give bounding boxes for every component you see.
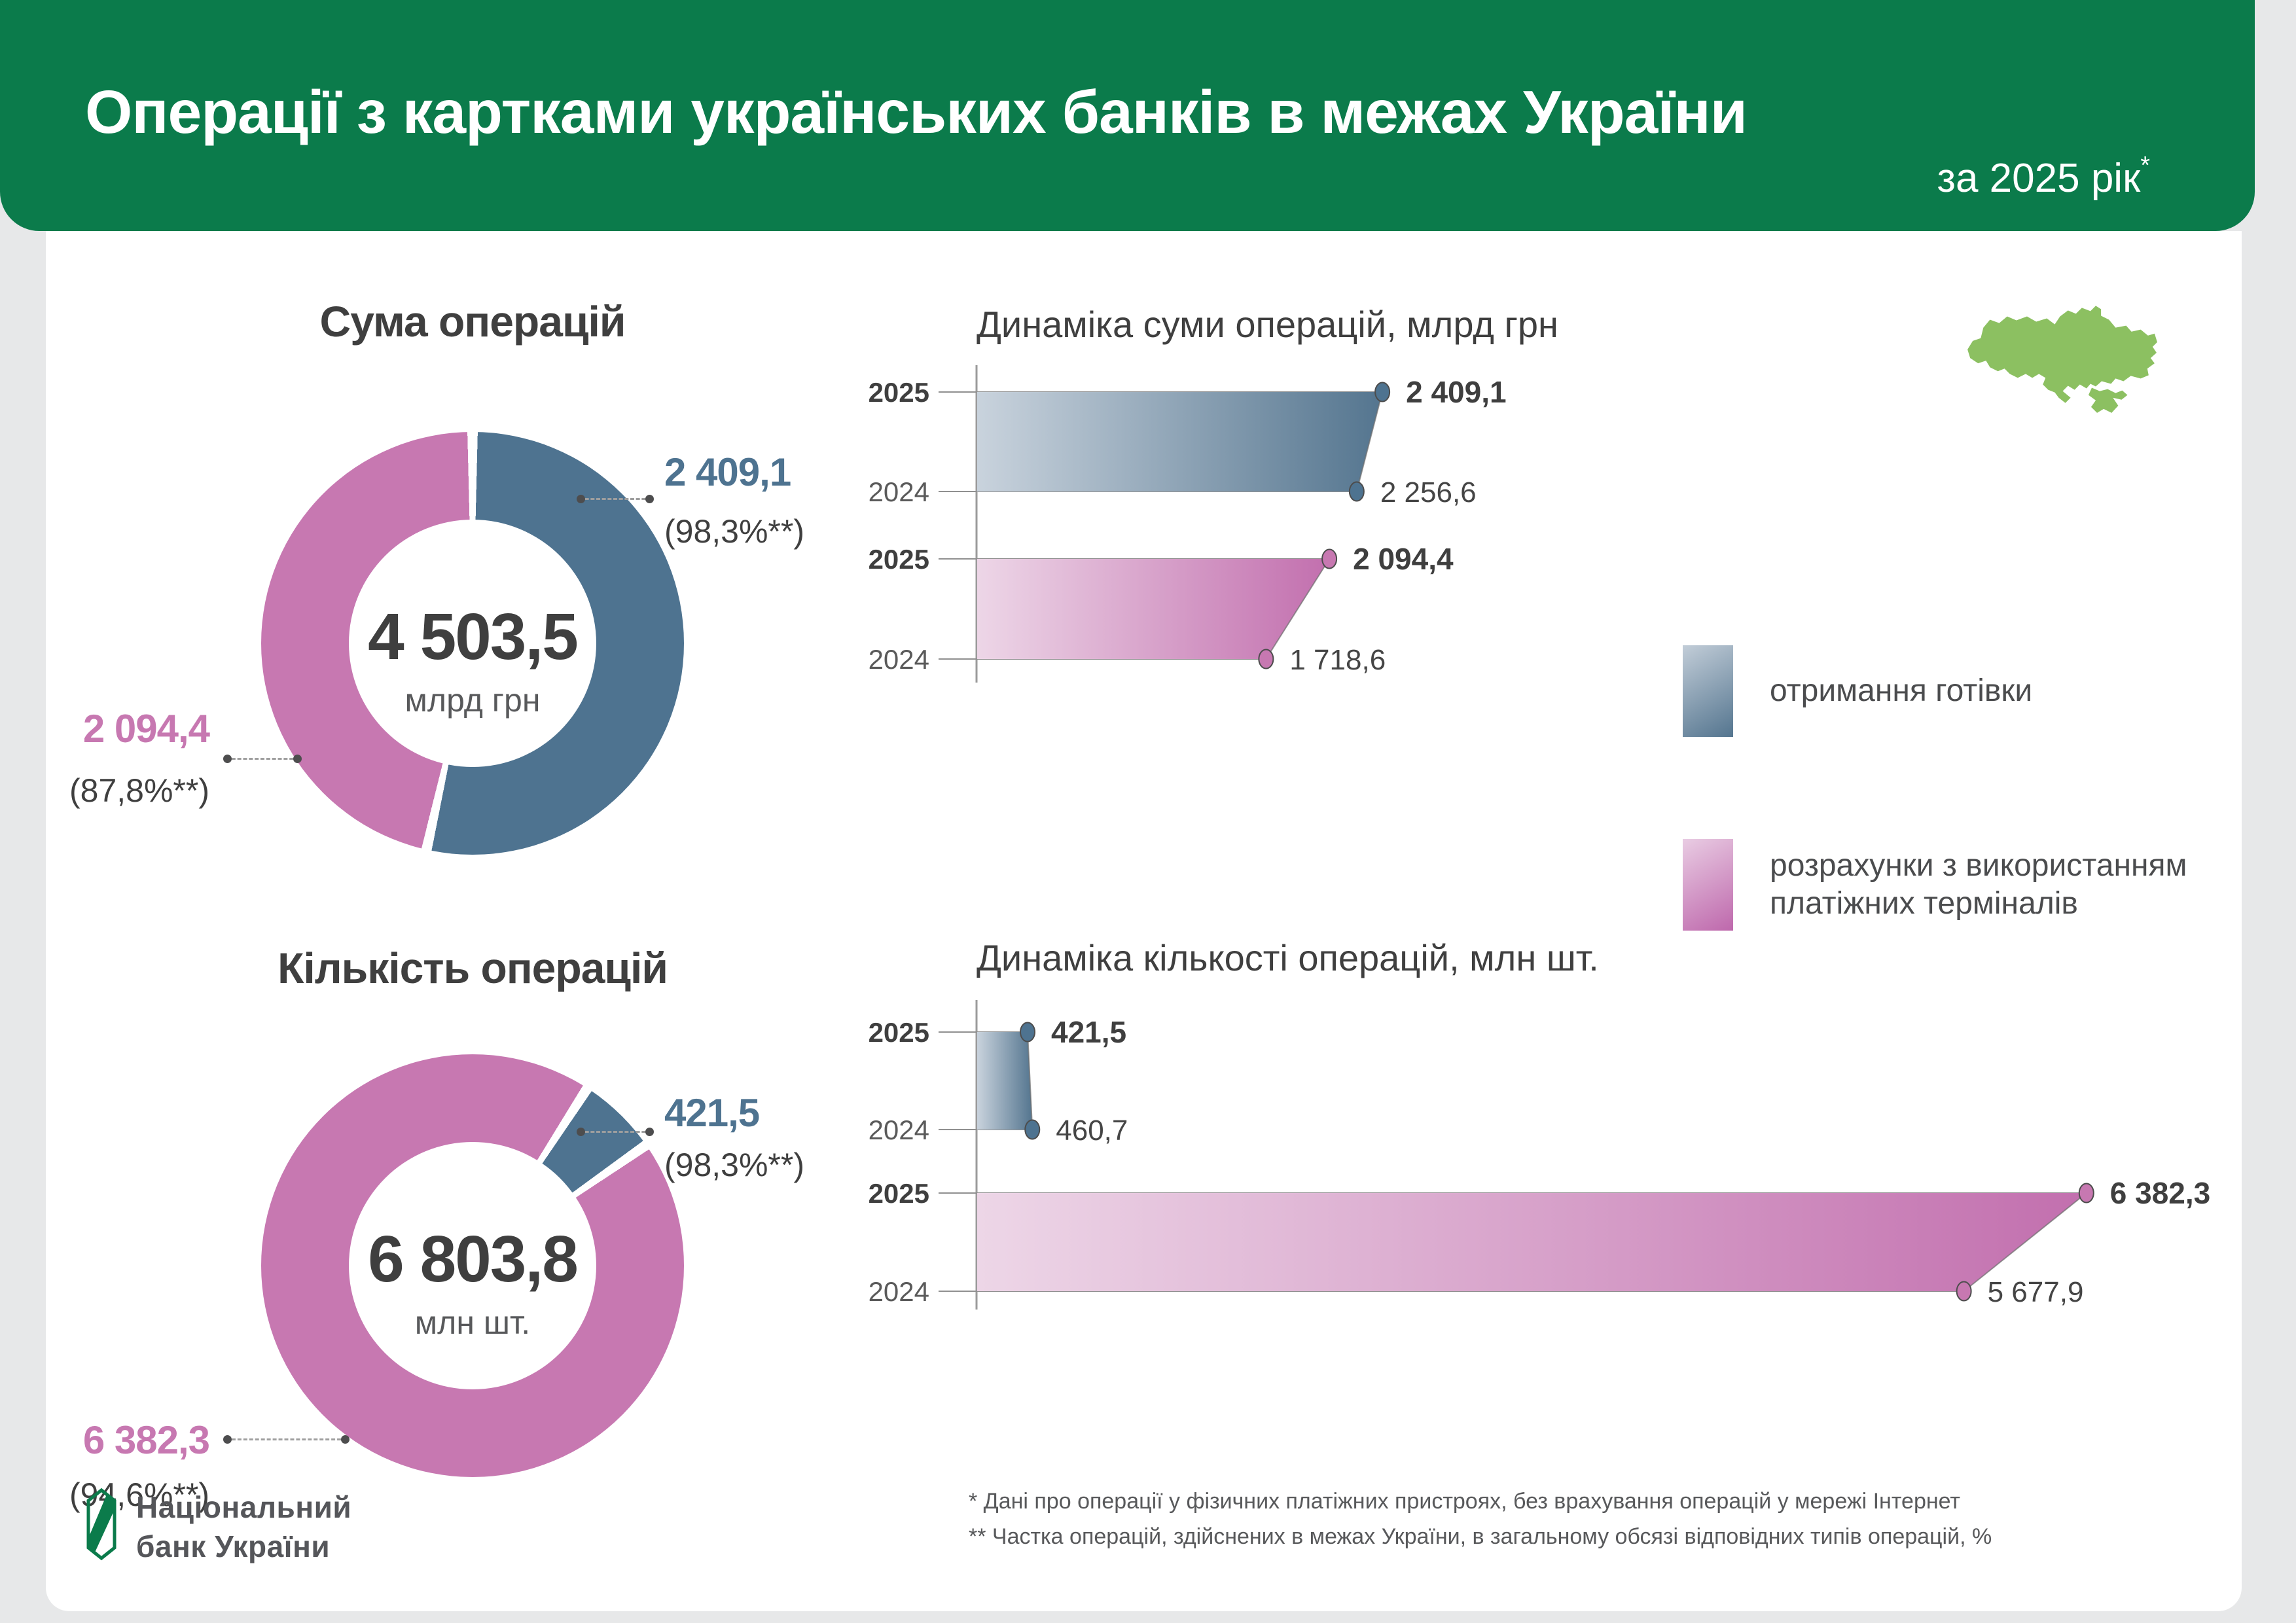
section-title-count: Кількість операцій	[278, 944, 668, 992]
donut-chart-sum: 4 503,5 млрд грн	[261, 432, 684, 855]
donut-count-center: 6 803,8 млн шт.	[349, 1158, 596, 1405]
page-title: Операції з картками українських банків в…	[85, 78, 1748, 146]
chart-title-sum-dynamics: Динаміка суми операцій, млрд грн	[977, 304, 1558, 345]
donut-count-cash-value: 421,5	[664, 1091, 760, 1135]
svg-text:1 718,6: 1 718,6	[1289, 644, 1386, 676]
report-period-text: за 2025 рік	[1937, 156, 2141, 201]
svg-text:2025: 2025	[869, 544, 929, 575]
footnote-1: * Дані про операції у фізичних платіжних…	[969, 1489, 1960, 1514]
donut-sum-cash-value: 2 409,1	[664, 450, 791, 494]
donut-count-pos-share: (94,6%**)	[69, 1476, 209, 1513]
svg-text:5 677,9: 5 677,9	[1988, 1276, 2084, 1308]
nbu-logo-line1: Національний	[136, 1490, 352, 1524]
svg-text:6 382,3: 6 382,3	[2110, 1176, 2210, 1210]
donut-count-unit: млн шт.	[414, 1304, 531, 1341]
donut-count-cash-share: (98,3%**)	[664, 1147, 804, 1183]
nbu-logo: Національний банк України	[85, 1488, 351, 1566]
svg-text:2025: 2025	[869, 377, 929, 408]
leader-line-icon	[577, 1128, 654, 1136]
donut-sum-cash-share: (98,3%**)	[664, 513, 804, 550]
svg-text:2024: 2024	[869, 476, 929, 507]
donut-count-total: 6 803,8	[368, 1222, 579, 1296]
svg-text:2024: 2024	[869, 1115, 929, 1145]
svg-text:2 256,6: 2 256,6	[1380, 476, 1477, 508]
svg-text:2024: 2024	[869, 1276, 929, 1307]
leader-line-icon	[223, 1435, 350, 1444]
legend-swatch-cash-icon	[1683, 645, 1733, 737]
section-title-sum: Сума операцій	[319, 297, 626, 346]
legend-item-pos: розрахунки з використанням платіжних тер…	[1683, 839, 2242, 931]
funnel-chart-sum-dynamics: 2 409,1 2 256,6 2025 2024 2 094,4 1 718,6 2025…	[869, 365, 1507, 683]
nbu-emblem-icon	[86, 1488, 117, 1561]
legend-swatch-pos-icon	[1683, 839, 1733, 931]
donut-sum-total: 4 503,5	[368, 599, 579, 673]
header-banner: Операції з картками українських банків в…	[0, 0, 2255, 231]
donut-sum-pos-share: (87,8%**)	[69, 772, 209, 809]
svg-text:2 409,1: 2 409,1	[1406, 375, 1506, 409]
svg-text:2025: 2025	[869, 1017, 929, 1048]
nbu-logo-text: Національний банк України	[136, 1488, 351, 1566]
legend-item-cash: отримання готівки	[1683, 645, 2032, 737]
footnote-mark: *	[2140, 152, 2150, 179]
svg-text:421,5: 421,5	[1051, 1015, 1126, 1049]
donut-count-pos-value: 6 382,3	[82, 1418, 210, 1462]
legend-label-pos: розрахунки з використанням платіжних тер…	[1770, 848, 2187, 921]
donut-chart-count: 6 803,8 млн шт.	[261, 1054, 684, 1477]
nbu-logo-line2: банк України	[136, 1529, 331, 1563]
leader-line-icon	[577, 495, 654, 503]
svg-text:2 094,4: 2 094,4	[1353, 542, 1454, 576]
legend-label-cash: отримання готівки	[1770, 673, 2033, 709]
chart-title-count-dynamics: Динаміка кількості операцій, млн шт.	[977, 937, 1599, 978]
donut-sum-unit: млрд грн	[404, 681, 541, 719]
footnote-2: ** Частка операцій, здійснених в межах У…	[969, 1524, 1992, 1549]
donut-sum-center: 4 503,5 млрд грн	[349, 535, 596, 783]
leader-line-icon	[223, 755, 302, 763]
ukraine-map-icon	[1967, 306, 2157, 413]
svg-text:2024: 2024	[869, 644, 929, 675]
svg-text:460,7: 460,7	[1056, 1115, 1128, 1147]
donut-sum-pos-value: 2 094,4	[82, 707, 210, 751]
content-card: Сума операцій 4 503,5 млрд грн 2 409,1 (…	[46, 231, 2242, 1611]
svg-text:2025: 2025	[869, 1178, 929, 1209]
funnel-chart-count-dynamics: 421,5 460,7 2025 2024 6 382,3 5 677,9 2025 2024	[869, 1000, 2210, 1310]
report-period: за 2025 рік*	[1937, 152, 2150, 202]
